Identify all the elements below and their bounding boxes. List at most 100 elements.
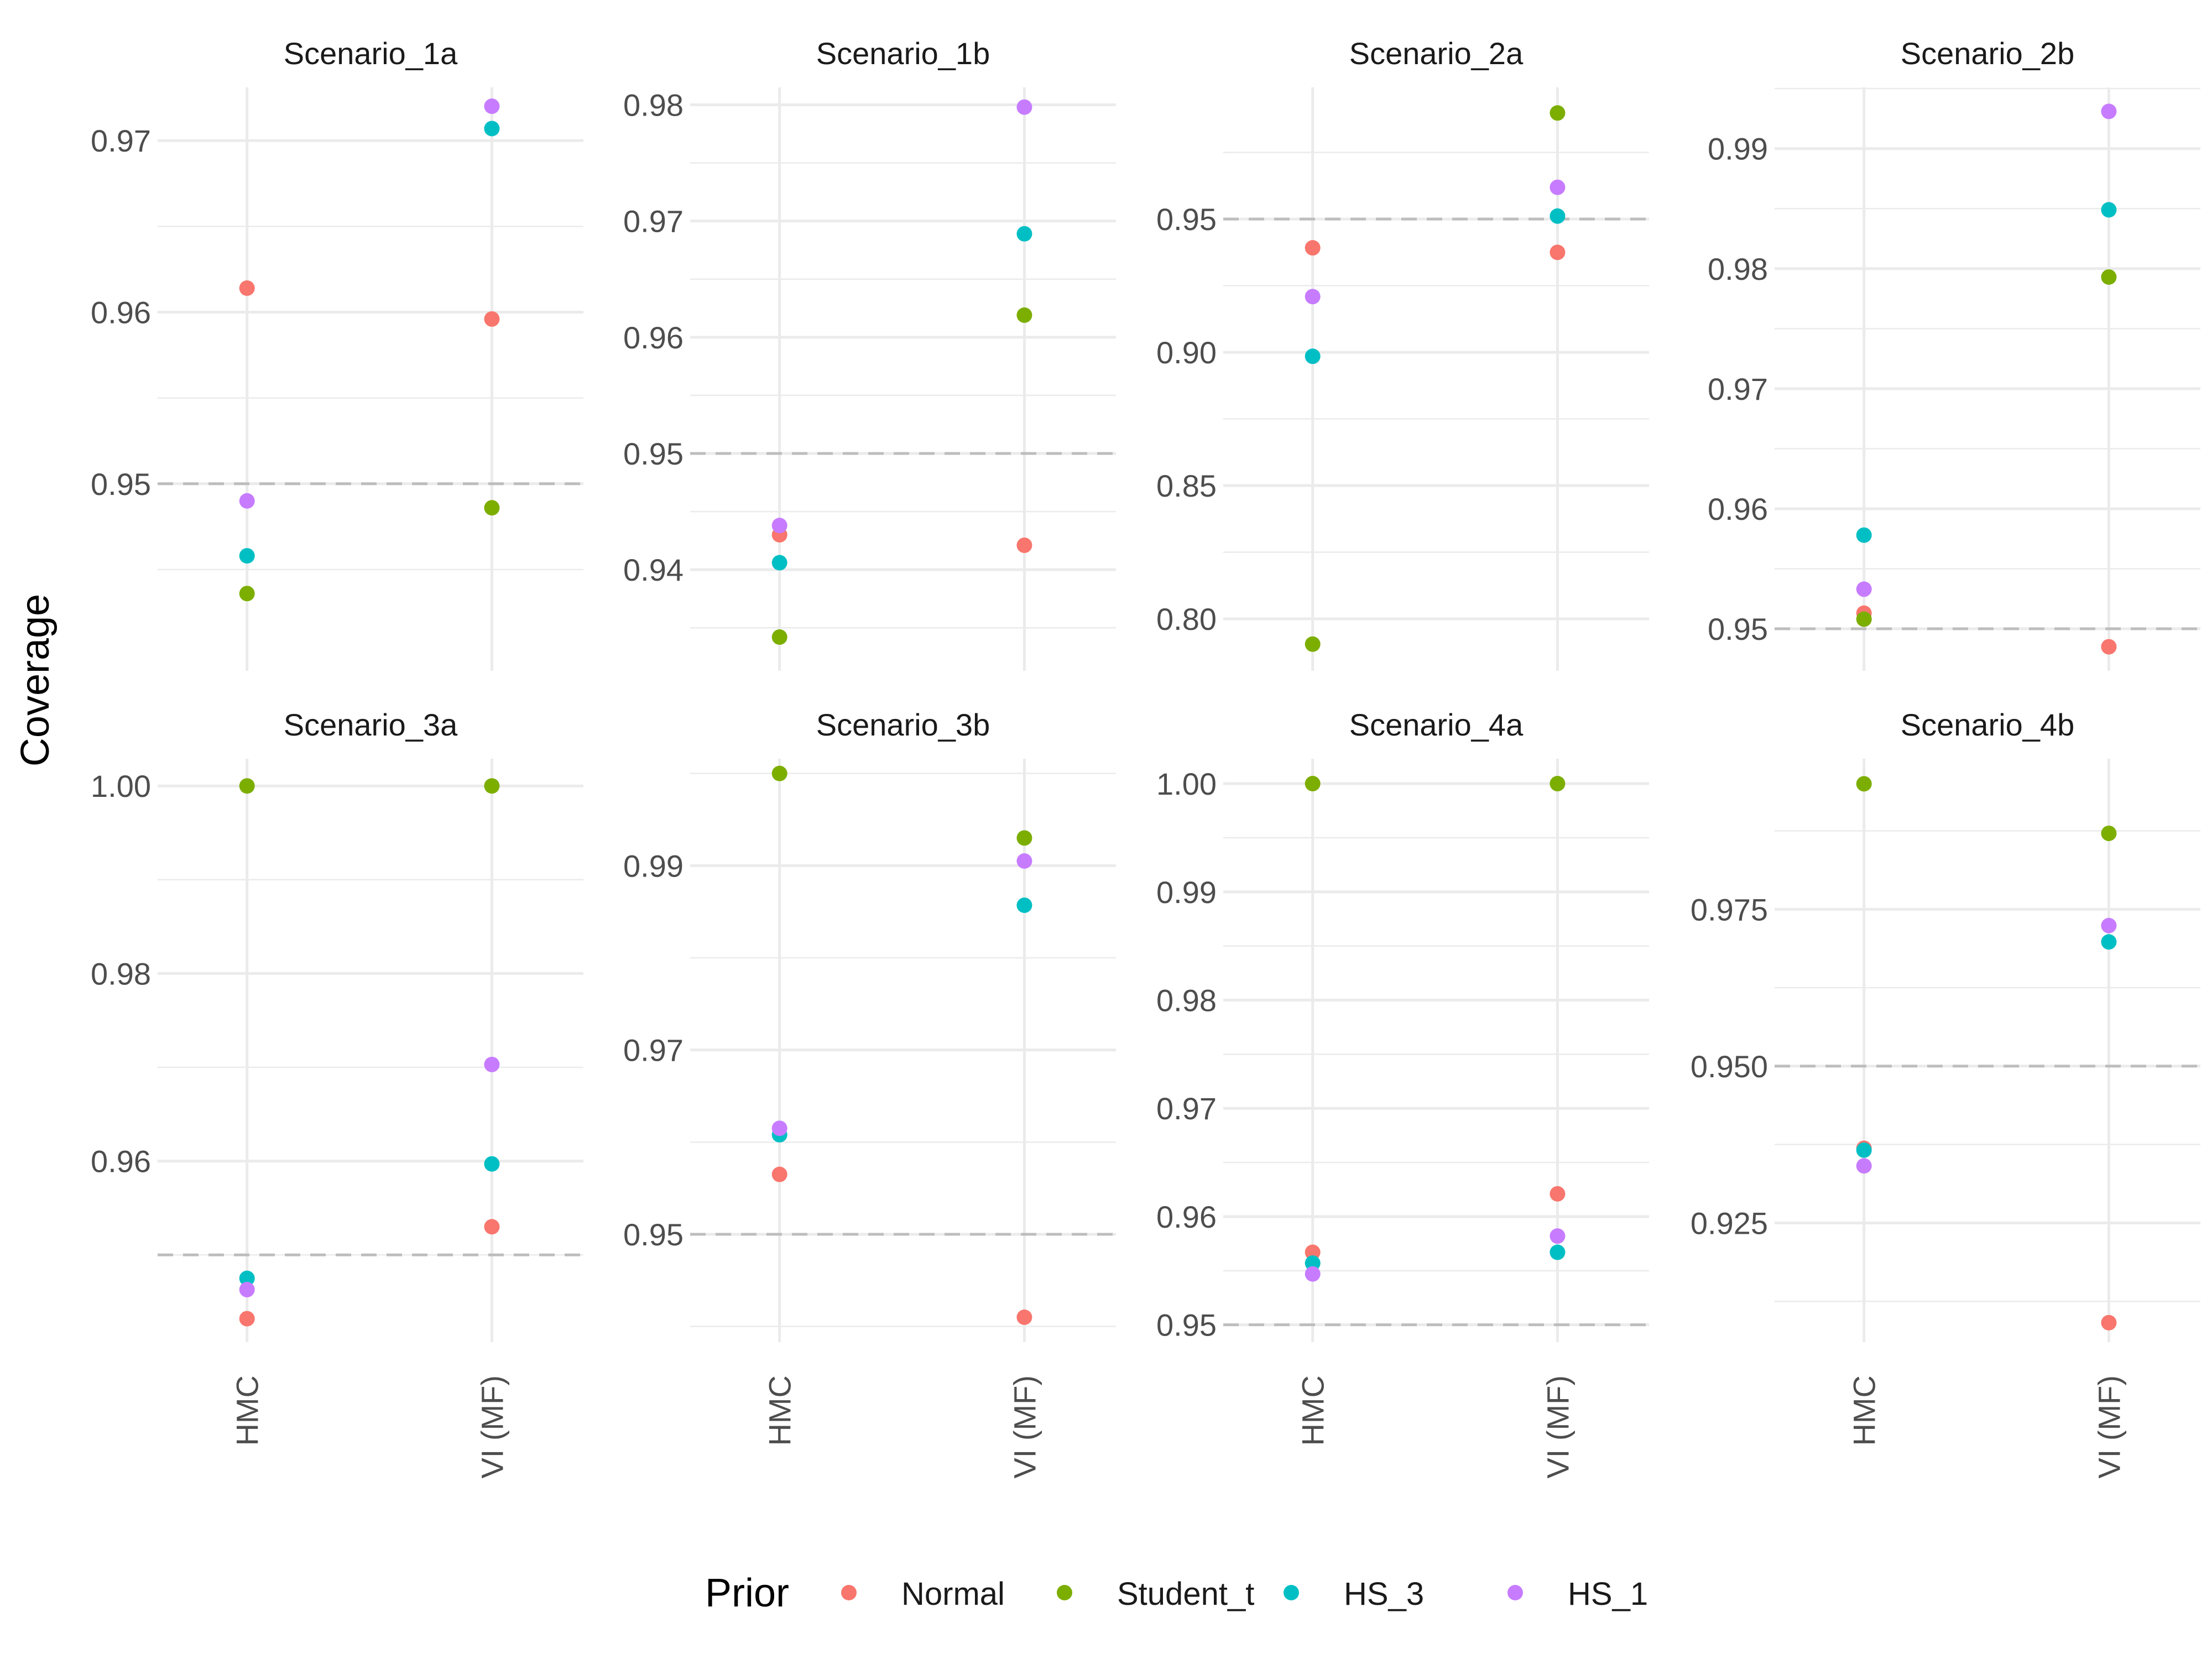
data-point-student-t bbox=[1016, 830, 1032, 846]
y-tick-label: 0.94 bbox=[623, 552, 684, 587]
data-point-hs-3 bbox=[1856, 527, 1872, 543]
data-point-hs-1 bbox=[239, 1282, 255, 1298]
data-point-hs-1 bbox=[2101, 103, 2117, 119]
data-point-hs-1 bbox=[484, 1056, 500, 1072]
y-tick-label: 0.99 bbox=[1708, 132, 1768, 166]
facet-panel: 0.95 0.96 0.97 Scenario_1a bbox=[91, 36, 583, 671]
facet-panel: 0.80 0.85 0.90 0.95 Scenario_2a bbox=[1156, 36, 1649, 671]
facet-panel: 0.95 0.97 0.99 Scenario_3b HMC VI (MF) bbox=[623, 707, 1116, 1479]
data-point-normal bbox=[1305, 240, 1321, 256]
data-point-student-t bbox=[1856, 776, 1872, 792]
legend-title: Prior bbox=[705, 1571, 789, 1615]
y-tick-label: 0.96 bbox=[91, 1144, 151, 1179]
y-tick-label: 0.90 bbox=[1156, 335, 1217, 370]
facet-panel: 0.95 0.96 0.97 0.98 0.99 Scenario_2b bbox=[1708, 36, 2200, 671]
y-tick-label: 0.96 bbox=[1156, 1199, 1217, 1234]
y-tick-label: 0.99 bbox=[623, 848, 684, 883]
x-tick-label: HMC bbox=[1296, 1375, 1331, 1446]
y-tick-label: 0.95 bbox=[1708, 612, 1768, 646]
data-point-hs-3 bbox=[1856, 1142, 1872, 1158]
data-point-student-t bbox=[2101, 825, 2117, 841]
data-point-normal bbox=[2101, 1314, 2117, 1331]
data-point-hs-3 bbox=[1016, 226, 1032, 242]
facet-panel: 0.95 0.96 0.97 0.98 0.99 1.00 Scenario_4a HMC VI… bbox=[1156, 707, 1649, 1479]
y-tick-label: 0.85 bbox=[1156, 468, 1217, 503]
data-point-hs-1 bbox=[1856, 581, 1872, 597]
data-point-normal bbox=[1305, 1244, 1321, 1260]
y-tick-label: 0.97 bbox=[623, 1033, 684, 1068]
panel-title: Scenario_2b bbox=[1901, 36, 2074, 71]
y-tick-label: 0.95 bbox=[623, 436, 684, 471]
legend-key-hs-3 bbox=[1284, 1585, 1299, 1600]
y-tick-label: 0.97 bbox=[1708, 372, 1768, 406]
data-point-normal bbox=[239, 1311, 255, 1327]
legend-label: Student_t bbox=[1117, 1576, 1254, 1612]
data-point-normal bbox=[2101, 639, 2117, 655]
x-tick-label: HMC bbox=[763, 1375, 797, 1446]
data-point-normal bbox=[1016, 538, 1032, 554]
data-point-hs-1 bbox=[2101, 917, 2117, 933]
x-tick-label: VI (MF) bbox=[1540, 1375, 1575, 1479]
legend-label: Normal bbox=[901, 1576, 1005, 1612]
data-point-student-t bbox=[771, 629, 787, 645]
facet-panel: 0.925 0.950 0.975 Scenario_4b HMC VI (MF) bbox=[1691, 707, 2200, 1479]
x-tick-label: VI (MF) bbox=[2091, 1375, 2126, 1479]
x-tick-label: HMC bbox=[1847, 1375, 1882, 1446]
data-point-student-t bbox=[484, 778, 500, 794]
facet-panel: 0.94 0.95 0.96 0.97 0.98 Scenario_1b bbox=[623, 36, 1116, 671]
data-point-normal bbox=[239, 280, 255, 296]
data-point-student-t bbox=[1305, 776, 1321, 792]
data-point-hs-1 bbox=[1856, 1158, 1872, 1174]
panel-title: Scenario_4a bbox=[1349, 707, 1524, 742]
data-point-hs-1 bbox=[1305, 289, 1321, 305]
data-point-hs-3 bbox=[1016, 898, 1032, 913]
y-tick-label: 0.950 bbox=[1691, 1049, 1768, 1084]
data-point-hs-3 bbox=[484, 1156, 500, 1172]
y-tick-label: 0.98 bbox=[91, 956, 151, 991]
y-tick-label: 0.97 bbox=[623, 204, 684, 239]
y-tick-label: 0.925 bbox=[1691, 1206, 1768, 1240]
data-point-hs-1 bbox=[1550, 179, 1566, 195]
y-tick-label: 0.98 bbox=[1156, 983, 1217, 1018]
facet-panels: 0.950.960.97Scenario_1a0.940.950.960.970… bbox=[91, 36, 2200, 1479]
y-tick-label: 1.00 bbox=[1156, 766, 1217, 801]
data-point-hs-3 bbox=[2101, 934, 2117, 950]
data-point-hs-1 bbox=[1550, 1228, 1566, 1244]
legend-label: HS_1 bbox=[1568, 1576, 1648, 1612]
data-point-normal bbox=[771, 1166, 787, 1182]
legend-key-student-t bbox=[1057, 1585, 1072, 1600]
legend-key-normal bbox=[841, 1585, 857, 1600]
y-tick-label: 1.00 bbox=[91, 769, 151, 804]
y-tick-label: 0.99 bbox=[1156, 875, 1217, 910]
data-point-student-t bbox=[239, 586, 255, 602]
panel-title: Scenario_4b bbox=[1901, 707, 2074, 742]
y-tick-label: 0.80 bbox=[1156, 602, 1217, 637]
data-point-hs-3 bbox=[1550, 208, 1566, 224]
data-point-hs-3 bbox=[239, 548, 255, 564]
data-point-student-t bbox=[1016, 307, 1032, 323]
panel-title: Scenario_1b bbox=[816, 36, 990, 71]
data-point-hs-1 bbox=[1016, 853, 1032, 869]
panel-title: Scenario_1a bbox=[284, 36, 458, 71]
data-point-hs-1 bbox=[239, 493, 255, 509]
y-tick-label: 0.98 bbox=[1708, 252, 1768, 286]
facet-panel: 0.96 0.98 1.00 Scenario_3a HMC VI (MF) bbox=[91, 707, 583, 1479]
data-point-student-t bbox=[2101, 269, 2117, 285]
data-point-hs-1 bbox=[1016, 99, 1032, 115]
data-point-student-t bbox=[1305, 636, 1321, 652]
y-tick-label: 0.97 bbox=[91, 123, 151, 158]
data-point-student-t bbox=[1550, 105, 1566, 121]
legend-key-hs-1 bbox=[1507, 1585, 1523, 1600]
y-tick-label: 0.975 bbox=[1691, 892, 1768, 927]
y-tick-label: 0.95 bbox=[1156, 1308, 1217, 1343]
y-tick-label: 0.95 bbox=[91, 467, 151, 502]
data-point-hs-3 bbox=[484, 121, 500, 137]
y-tick-label: 0.96 bbox=[91, 295, 151, 330]
data-point-student-t bbox=[239, 778, 255, 794]
legend: Prior Normal Student_t HS_3 HS_1 bbox=[705, 1571, 1648, 1615]
data-point-student-t bbox=[771, 765, 787, 781]
y-tick-label: 0.98 bbox=[623, 88, 684, 123]
data-point-student-t bbox=[1550, 776, 1566, 792]
y-tick-label: 0.95 bbox=[1156, 202, 1217, 237]
